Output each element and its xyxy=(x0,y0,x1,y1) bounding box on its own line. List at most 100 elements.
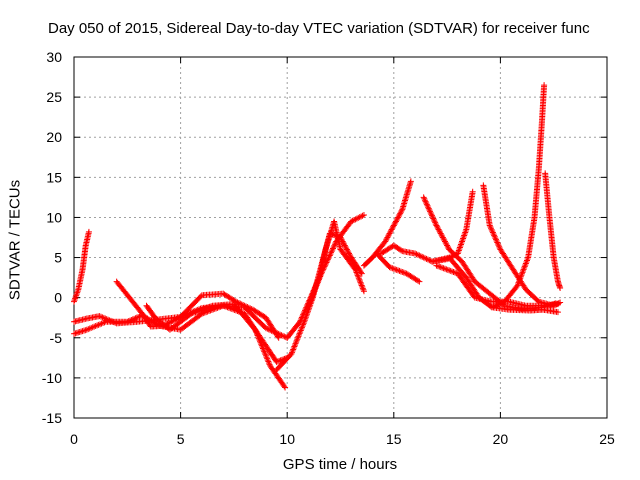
series-track-o xyxy=(480,182,564,309)
data-point xyxy=(129,316,136,323)
data-point xyxy=(345,249,352,256)
data-point xyxy=(488,226,495,233)
y-tick-label: 20 xyxy=(46,129,62,145)
data-point xyxy=(261,349,268,356)
data-point xyxy=(395,213,402,220)
data-point xyxy=(341,241,348,248)
data-point xyxy=(444,242,451,249)
data-point xyxy=(445,255,452,262)
data-point xyxy=(450,252,457,259)
data-point xyxy=(172,316,179,323)
data-point xyxy=(200,310,207,317)
data-point xyxy=(165,320,172,327)
data-point xyxy=(319,267,326,274)
data-point xyxy=(263,354,270,361)
data-point xyxy=(356,214,363,221)
data-point xyxy=(328,248,335,255)
data-point xyxy=(71,298,77,305)
data-point xyxy=(248,306,255,313)
data-point xyxy=(491,232,498,239)
data-point xyxy=(291,343,298,350)
data-point xyxy=(386,230,393,237)
data-point xyxy=(294,336,301,343)
data-point xyxy=(456,246,463,253)
data-point xyxy=(541,82,548,89)
x-tick-label: 25 xyxy=(599,431,615,447)
data-point xyxy=(92,323,99,330)
data-point xyxy=(206,303,213,310)
data-point xyxy=(439,264,446,271)
data-point xyxy=(450,268,457,275)
data-point xyxy=(436,229,443,236)
data-point xyxy=(98,320,105,327)
data-point xyxy=(385,231,392,238)
data-point xyxy=(300,320,307,327)
data-point xyxy=(390,265,397,272)
y-tick-label: -15 xyxy=(42,410,62,426)
data-point xyxy=(460,233,467,240)
data-point xyxy=(554,300,561,307)
data-point xyxy=(281,383,288,390)
data-point xyxy=(389,265,396,272)
series-track-f xyxy=(284,218,367,341)
data-point xyxy=(524,256,531,263)
data-point xyxy=(257,339,264,346)
data-point xyxy=(308,295,315,302)
data-point xyxy=(429,214,436,221)
data-point xyxy=(99,314,106,321)
data-point xyxy=(494,240,501,247)
data-point xyxy=(382,237,389,244)
data-point xyxy=(256,336,263,343)
data-point xyxy=(442,239,449,246)
data-point xyxy=(439,233,446,240)
data-point xyxy=(296,330,303,337)
data-point xyxy=(298,326,305,333)
data-point xyxy=(323,259,330,266)
data-point xyxy=(258,341,265,348)
data-point xyxy=(385,233,392,240)
data-point xyxy=(441,238,448,245)
data-point xyxy=(518,272,525,279)
data-point xyxy=(497,300,504,307)
data-point xyxy=(415,277,422,284)
data-point xyxy=(256,338,263,345)
data-point xyxy=(424,202,431,209)
data-point xyxy=(252,328,259,335)
data-point xyxy=(519,269,526,276)
data-point xyxy=(352,216,359,223)
data-point xyxy=(428,212,435,219)
data-point xyxy=(320,265,327,272)
data-point xyxy=(432,221,439,228)
data-point xyxy=(324,258,331,265)
data-point xyxy=(294,334,301,341)
series-track-m xyxy=(429,188,476,265)
data-point xyxy=(492,235,499,242)
data-point xyxy=(452,251,459,258)
data-point xyxy=(342,243,349,250)
data-point xyxy=(516,278,523,285)
data-point xyxy=(262,351,269,358)
data-point xyxy=(289,349,296,356)
y-tick-label: 5 xyxy=(54,250,62,266)
data-point xyxy=(488,304,495,311)
data-point xyxy=(554,309,561,316)
data-point xyxy=(341,242,348,249)
data-point xyxy=(351,217,358,224)
data-point xyxy=(313,282,320,289)
data-point xyxy=(520,266,527,273)
data-point xyxy=(436,263,443,270)
data-point xyxy=(314,280,321,287)
data-point xyxy=(344,247,351,254)
data-point xyxy=(98,313,105,320)
data-point xyxy=(316,274,323,281)
data-point xyxy=(132,315,139,322)
data-point xyxy=(393,217,400,224)
data-point xyxy=(487,225,494,232)
data-point xyxy=(417,253,424,260)
data-point xyxy=(279,332,286,339)
data-point xyxy=(491,233,498,240)
data-point xyxy=(330,231,337,238)
data-point xyxy=(416,278,423,285)
data-point xyxy=(295,333,302,340)
data-point xyxy=(339,238,346,245)
